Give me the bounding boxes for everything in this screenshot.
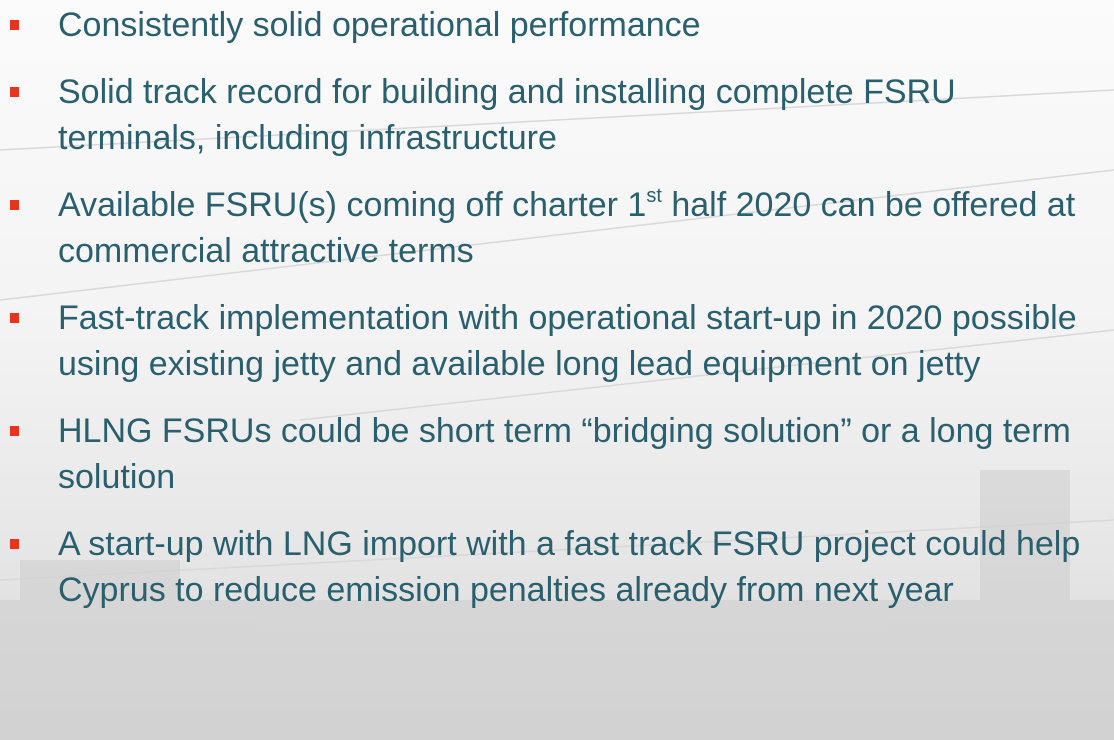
bullet-text: Available FSRU(s) coming off charter 1 [58,186,647,224]
bullet-item: Fast-track implementation with operation… [0,295,1110,387]
bullet-text: A start-up with LNG import with a fast t… [58,525,1081,609]
bullet-item: Available FSRU(s) coming off charter 1st… [0,182,1110,274]
bullet-item: Solid track record for building and inst… [0,69,1110,161]
bullet-item: HLNG FSRUs could be short term “bridging… [0,408,1110,500]
bullet-item: A start-up with LNG import with a fast t… [0,521,1110,613]
bullet-list: Consistently solid operational performan… [0,2,1110,634]
bullet-text: half 2020 can be offered at commercial a… [58,186,1076,270]
bullet-text: HLNG FSRUs could be short term “bridging… [58,412,1071,496]
bullet-text: Solid track record for building and inst… [58,73,956,157]
superscript: st [646,185,662,207]
bullet-item: Consistently solid operational performan… [0,2,1110,48]
bullet-text: Consistently solid operational performan… [58,6,701,44]
bullet-text: Fast-track implementation with operation… [58,299,1077,383]
